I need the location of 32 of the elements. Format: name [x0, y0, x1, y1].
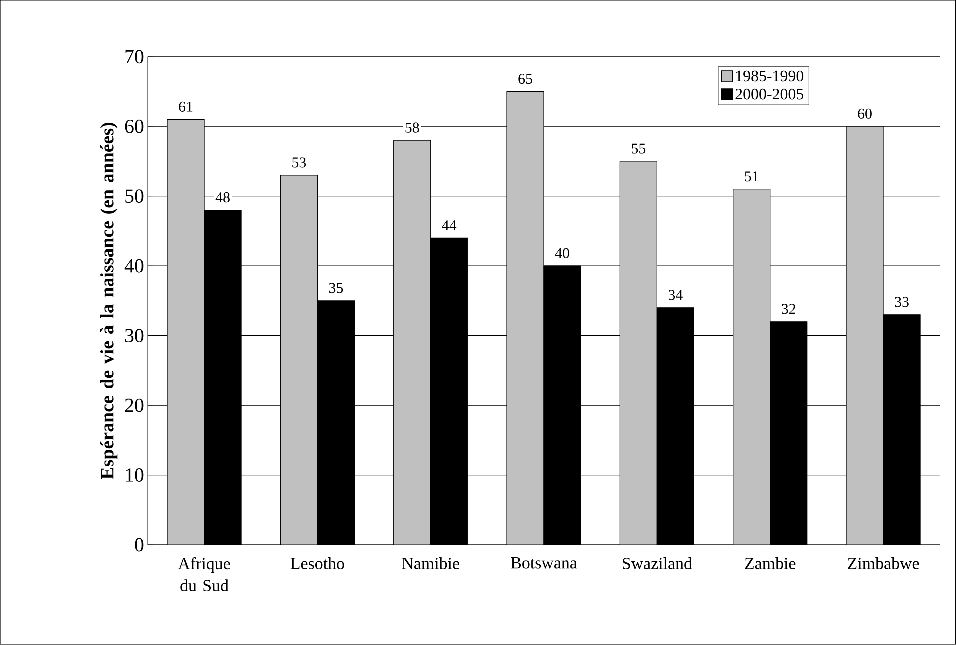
y-tick-label: 40 — [124, 259, 144, 273]
data-label: 33 — [895, 297, 909, 308]
data-label: 48 — [216, 192, 230, 203]
y-tick-label: 20 — [125, 398, 144, 412]
y-tick-label: 0 — [135, 538, 144, 552]
data-label: 34 — [668, 290, 683, 300]
x-tick-label: Afrique du Sud — [178, 558, 230, 592]
x-tick-label: Zambie — [745, 558, 796, 570]
data-label: 65 — [518, 74, 532, 84]
x-tick-label: Swaziland — [623, 558, 692, 570]
data-label: 32 — [782, 304, 796, 314]
x-tick-label: Botswana — [511, 558, 578, 569]
data-label: 35 — [329, 283, 344, 294]
y-tick-label: 60 — [125, 120, 144, 134]
y-tick-label: 30 — [125, 329, 144, 343]
data-label: 51 — [745, 172, 758, 182]
data-label: 61 — [179, 102, 193, 112]
data-label: 58 — [406, 122, 420, 133]
y-axis-title: Espérance de vie à la naissance (en années) — [100, 123, 118, 480]
data-label: 60 — [858, 108, 872, 119]
legend-label: 2000-2005 — [736, 88, 804, 100]
x-tick-label: Zimbabwe — [848, 558, 920, 570]
y-tick-label: 10 — [126, 468, 144, 482]
data-label: 55 — [632, 144, 646, 154]
legend-label: 1985-1990 — [736, 70, 804, 82]
data-label: 44 — [442, 220, 457, 231]
y-tick-label: 50 — [126, 190, 144, 204]
data-label: 40 — [555, 248, 570, 258]
x-tick-label: Lesotho — [290, 558, 344, 570]
x-tick-label: Namibie — [402, 558, 460, 570]
y-tick-label: 70 — [126, 50, 144, 64]
data-label: 53 — [292, 158, 306, 168]
